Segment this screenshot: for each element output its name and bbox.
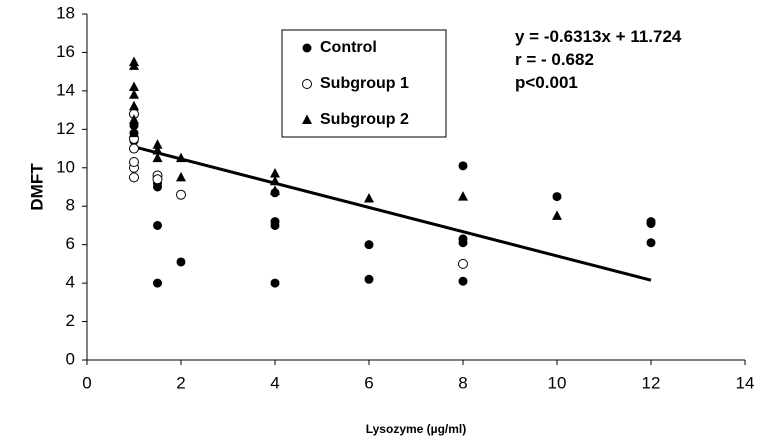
x-tick-label: 8 xyxy=(458,373,467,392)
y-tick-label: 6 xyxy=(66,234,75,253)
x-tick-label: 6 xyxy=(364,373,373,392)
data-point xyxy=(364,274,374,284)
legend-label: Control xyxy=(320,39,377,56)
data-point xyxy=(270,175,280,186)
data-point xyxy=(129,114,139,124)
data-point xyxy=(129,100,139,111)
data-point xyxy=(458,191,468,201)
data-point xyxy=(364,240,374,250)
data-point xyxy=(152,174,163,185)
legend-marker xyxy=(302,43,312,53)
annotation: y = -0.6313x + 11.724 xyxy=(515,27,682,46)
data-point xyxy=(152,139,163,149)
data-point xyxy=(153,278,162,288)
data-point xyxy=(176,189,186,200)
data-point xyxy=(552,210,562,220)
data-point xyxy=(270,168,280,178)
data-point xyxy=(129,60,139,70)
data-point xyxy=(364,193,374,203)
data-point xyxy=(270,278,280,288)
data-point xyxy=(152,152,163,163)
y-tick-label: 14 xyxy=(56,80,75,99)
data-point xyxy=(176,171,186,182)
data-point xyxy=(176,152,186,163)
y-tick-label: 8 xyxy=(66,196,75,215)
data-point xyxy=(129,81,139,92)
data-point xyxy=(153,220,162,230)
trendline xyxy=(133,145,652,282)
data-point xyxy=(458,238,468,248)
x-tick-label: 4 xyxy=(270,373,279,392)
data-point xyxy=(458,161,468,171)
data-point xyxy=(552,192,562,202)
y-tick-label: 10 xyxy=(56,157,75,176)
data-point xyxy=(458,258,468,269)
x-tick-label: 14 xyxy=(736,373,755,392)
y-tick-label: 12 xyxy=(56,119,75,138)
legend-label: Subgroup 2 xyxy=(320,111,409,128)
legend-label: Subgroup 1 xyxy=(320,75,409,92)
y-tick-label: 16 xyxy=(56,42,75,61)
data-point xyxy=(129,172,139,183)
x-tick-label: 2 xyxy=(176,373,185,392)
data-point xyxy=(153,182,162,192)
x-tick-label: 0 xyxy=(82,373,91,392)
data-point xyxy=(646,219,656,229)
x-tick-label: 10 xyxy=(548,373,567,392)
x-axis-label: Lysozyme (µg/ml) xyxy=(366,422,467,436)
data-point xyxy=(176,257,186,267)
data-point xyxy=(152,144,163,155)
data-point xyxy=(646,238,656,248)
legend-marker xyxy=(302,114,312,124)
data-point xyxy=(270,220,280,230)
data-point xyxy=(270,185,280,195)
y-tick-label: 0 xyxy=(66,349,75,368)
y-axis-label: DMFT xyxy=(27,163,46,211)
data-point xyxy=(129,127,139,138)
data-point xyxy=(458,276,468,286)
y-tick-label: 2 xyxy=(66,311,75,330)
annotation: r = - 0.682 xyxy=(515,50,594,69)
y-tick-label: 18 xyxy=(56,3,75,22)
legend-marker xyxy=(302,79,312,89)
data-point xyxy=(129,157,139,168)
annotation: p<0.001 xyxy=(515,73,578,92)
data-point xyxy=(129,143,139,154)
x-tick-label: 12 xyxy=(642,373,661,392)
data-point xyxy=(129,89,139,99)
y-tick-label: 4 xyxy=(66,273,75,292)
